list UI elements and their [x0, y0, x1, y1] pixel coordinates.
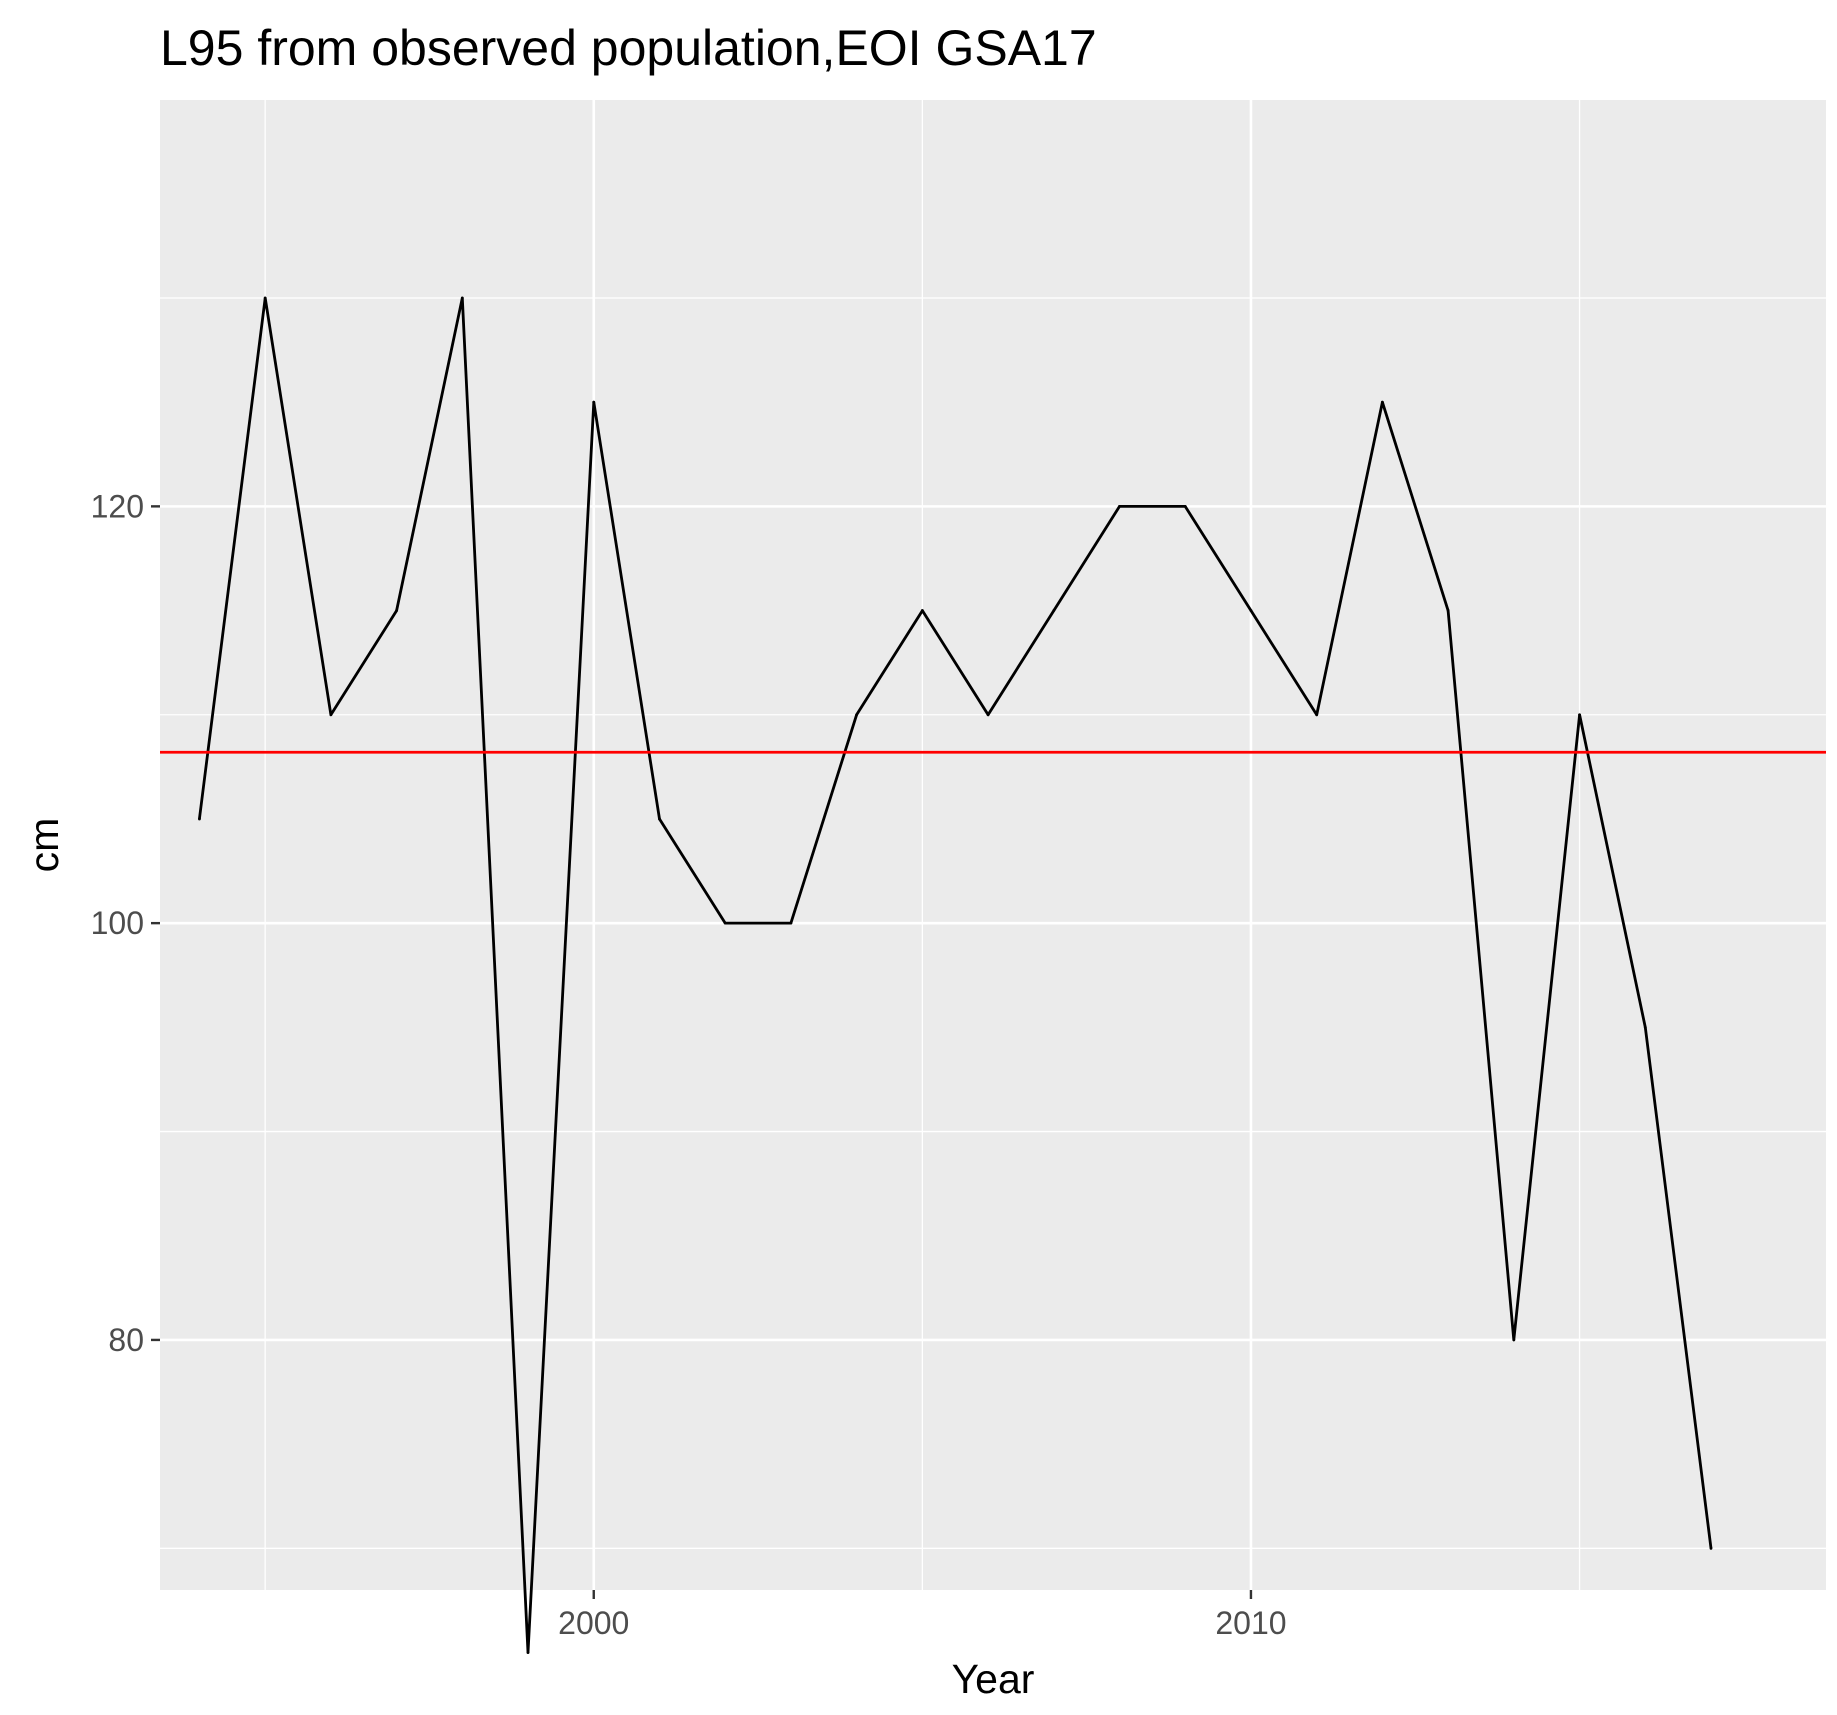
data-point	[1709, 1546, 1713, 1550]
data-point	[1315, 713, 1319, 717]
y-tick-label: 100	[91, 905, 144, 941]
data-point	[329, 713, 333, 717]
series-layer	[198, 296, 1713, 1654]
data-point	[1183, 504, 1187, 508]
data-point	[1118, 504, 1121, 508]
chart-title: L95 from observed population,EOI GSA17	[160, 20, 1097, 76]
data-point	[460, 296, 464, 300]
data-point	[986, 713, 990, 717]
y-axis-title: cm	[21, 818, 67, 873]
major-grid	[160, 100, 1826, 1590]
data-point	[1249, 609, 1253, 612]
data-point	[789, 921, 793, 925]
x-tick-label: 2000	[558, 1605, 629, 1641]
y-tick-label: 120	[91, 488, 144, 524]
data-point	[263, 296, 267, 300]
data-point	[855, 713, 859, 717]
data-point	[1512, 1338, 1516, 1342]
plot-panel	[160, 100, 1826, 1590]
x-axis-title: Year	[952, 1656, 1035, 1702]
data-point	[1446, 609, 1450, 612]
data-point	[920, 609, 924, 612]
data-point	[395, 609, 398, 612]
data-point	[1578, 713, 1581, 717]
data-point	[723, 921, 727, 925]
y-axis: 80 100 120	[91, 488, 160, 1358]
x-tick-label: 2010	[1215, 1605, 1286, 1641]
data-point	[1643, 1025, 1647, 1029]
data-point	[1052, 609, 1056, 612]
data-point	[658, 817, 661, 821]
x-axis: 2000 2010	[558, 1590, 1287, 1641]
data-point	[526, 1651, 530, 1654]
y-tick-label: 80	[108, 1322, 144, 1358]
series-line	[198, 296, 1713, 1654]
data-point	[198, 817, 201, 821]
minor-grid	[160, 100, 1826, 1590]
data-point	[1380, 400, 1384, 404]
data-point	[592, 400, 596, 404]
